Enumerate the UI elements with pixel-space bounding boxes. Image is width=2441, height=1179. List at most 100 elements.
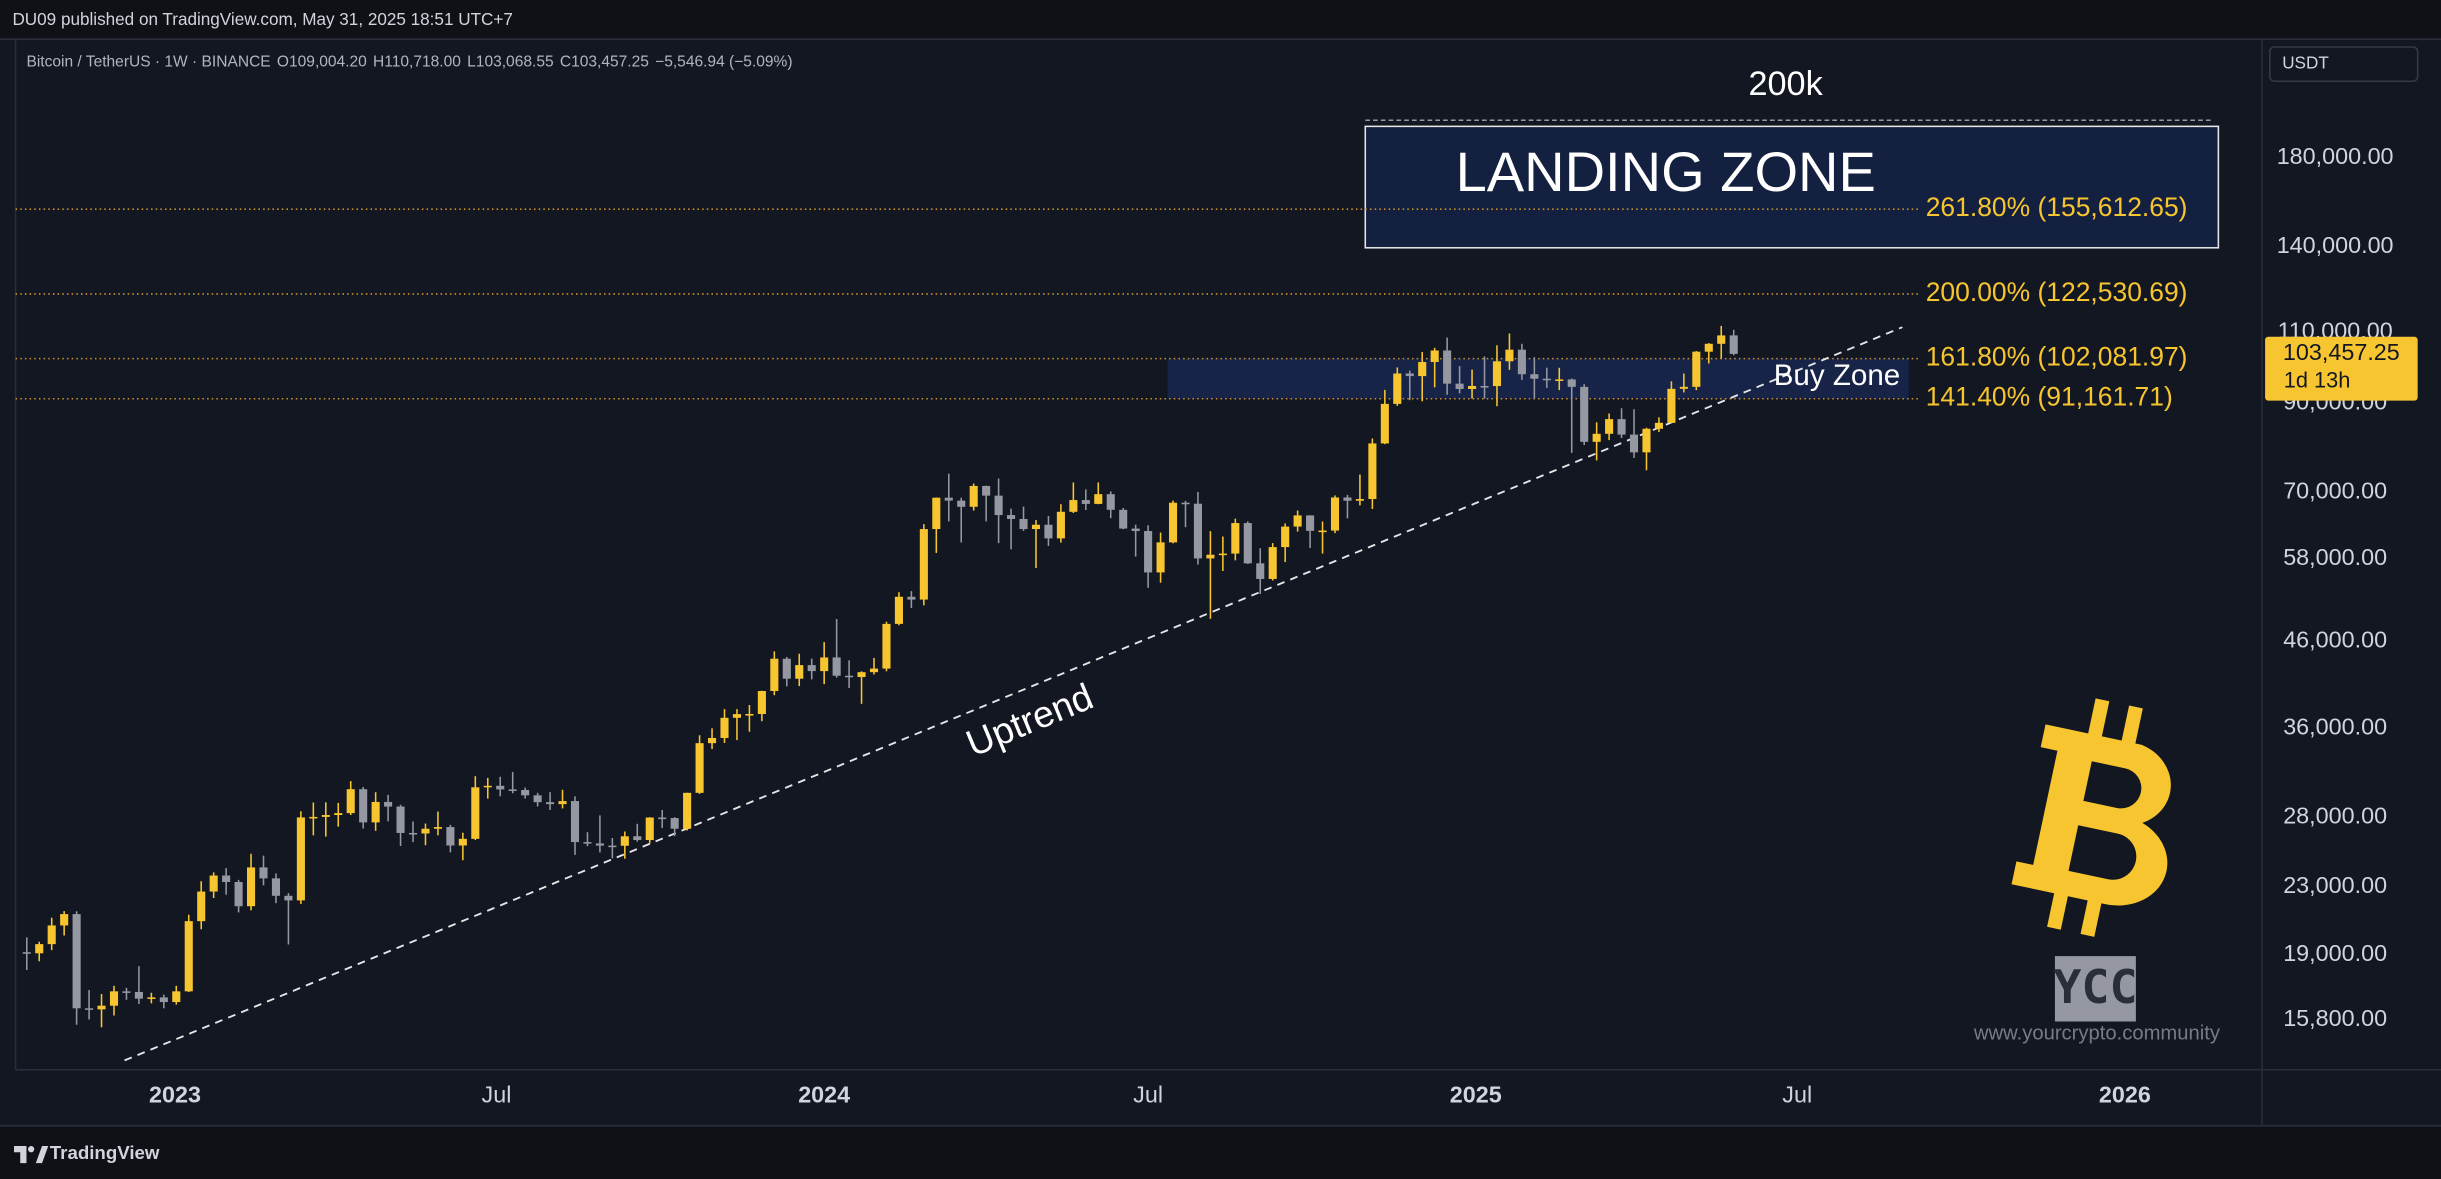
candle-body <box>122 991 131 993</box>
candle-body <box>683 792 692 829</box>
candle-body <box>1667 388 1676 423</box>
candle-body <box>159 997 168 1003</box>
candle-body <box>172 991 181 1003</box>
candle-body <box>1106 494 1115 510</box>
ohlc-high: H110,718.00 <box>373 54 461 71</box>
candle-body <box>1069 500 1078 512</box>
candle-body <box>483 785 492 788</box>
ohlc-change: −5,546.94 (−5.09%) <box>655 54 792 71</box>
currency-button[interactable] <box>2268 46 2419 82</box>
candle-body <box>1542 378 1551 381</box>
tv-icon <box>14 1146 49 1164</box>
fib-label: 161.80% (102,081.97) <box>1926 342 2188 372</box>
candle-body <box>1580 386 1589 442</box>
y-tick-label: 23,000.00 <box>2283 872 2387 898</box>
candle-body <box>346 789 355 814</box>
y-tick-label: 46,000.00 <box>2283 626 2387 652</box>
candle-body <box>72 914 81 1009</box>
trend-line <box>124 326 1903 1062</box>
candle-body <box>1330 497 1340 531</box>
candle-body <box>1031 524 1041 530</box>
currency[interactable]: USDT <box>2282 54 2329 73</box>
candle-body <box>259 867 268 879</box>
x-tick-label: Jul <box>1782 1081 1812 1107</box>
candle-body <box>1019 518 1028 530</box>
target-label: 200k <box>1748 65 1823 103</box>
candle-body <box>1717 335 1726 344</box>
y-tick-label: 15,800.00 <box>2283 1005 2387 1031</box>
candle-body <box>695 743 704 793</box>
countdown-label: 1d 13h <box>2284 368 2351 393</box>
plot-area: LANDING ZONE 200k 261.80% (155,612.65) 200.… <box>15 65 2220 1062</box>
candle-body <box>1243 523 1252 564</box>
candle-body <box>371 801 380 823</box>
candle-body <box>1517 349 1526 375</box>
candle-body <box>1443 350 1452 384</box>
y-tick-label: 19,000.00 <box>2283 940 2387 966</box>
candle-body <box>994 495 1003 516</box>
candle-body <box>1592 433 1601 442</box>
candle-body <box>1318 530 1327 533</box>
y-tick-label: 28,000.00 <box>2283 802 2387 828</box>
candle-body <box>1056 511 1065 539</box>
candle-body <box>944 497 953 501</box>
candle-body <box>321 815 330 817</box>
candle-body <box>1256 563 1265 579</box>
candle-body <box>720 717 729 738</box>
last-price-label: 103,457.25 <box>2283 339 2400 365</box>
logo-bar <box>2086 698 2110 744</box>
candle-body <box>869 668 879 673</box>
candle-body <box>795 665 804 679</box>
candle-body <box>421 828 430 834</box>
candle-body <box>1492 361 1502 387</box>
y-tick-label: 140,000.00 <box>2277 232 2394 258</box>
candle-body <box>1679 386 1688 389</box>
candle-body <box>209 875 218 892</box>
candle-body <box>533 795 542 803</box>
candle-body <box>957 500 966 507</box>
candle-body <box>845 675 854 678</box>
candle-body <box>894 596 903 624</box>
candle-body <box>1343 497 1352 501</box>
candle-body <box>546 802 555 805</box>
y-tick-label: 180,000.00 <box>2277 143 2394 169</box>
tradingview-logo <box>14 1146 49 1164</box>
candle-body <box>334 813 343 816</box>
candle-body <box>309 816 318 819</box>
candle-body <box>658 817 667 820</box>
candle-body <box>1281 526 1290 548</box>
symbol: Bitcoin / TetherUS · 1W · BINANCE <box>26 54 270 71</box>
candle-body <box>595 843 604 846</box>
candle-body <box>1368 443 1377 500</box>
candle-body <box>247 867 256 907</box>
candle-body <box>184 921 193 992</box>
candle-body <box>35 944 44 954</box>
candle-body <box>458 838 467 846</box>
candle-body <box>1181 502 1190 505</box>
candle-body <box>732 714 742 718</box>
candle-body <box>1468 386 1477 389</box>
candle-body <box>496 785 505 790</box>
candle-body <box>1094 494 1103 504</box>
landing-zone-box <box>1364 125 2220 249</box>
candle-body <box>296 817 305 901</box>
candle-body <box>1480 386 1489 388</box>
candle-body <box>820 657 829 672</box>
candle-body <box>1642 428 1651 453</box>
candle-body <box>645 817 654 841</box>
candle-body <box>1380 403 1389 444</box>
logo-bar <box>2047 884 2070 930</box>
candle-body <box>134 991 143 999</box>
candle-body <box>1355 499 1364 501</box>
candle-body <box>745 713 754 716</box>
candle-body <box>1044 524 1053 539</box>
candle-body <box>857 672 866 678</box>
candle-body <box>1306 515 1315 531</box>
candle-body <box>271 878 281 896</box>
candle-body <box>1168 502 1178 543</box>
candle-body <box>969 485 978 507</box>
candle-body <box>1530 374 1539 379</box>
candle-body <box>433 827 442 829</box>
candle-body <box>1007 515 1016 519</box>
